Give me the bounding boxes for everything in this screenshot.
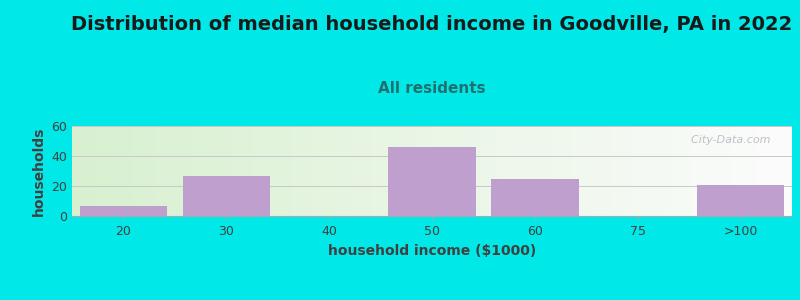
X-axis label: household income ($1000): household income ($1000) — [328, 244, 536, 258]
Bar — [491, 178, 578, 216]
Text: Distribution of median household income in Goodville, PA in 2022: Distribution of median household income … — [71, 15, 793, 34]
Bar — [697, 184, 784, 216]
Bar — [80, 206, 167, 216]
Y-axis label: households: households — [32, 126, 46, 216]
Text: All residents: All residents — [378, 81, 486, 96]
Text: City-Data.com: City-Data.com — [684, 135, 770, 145]
Bar — [182, 176, 270, 216]
Bar — [388, 147, 476, 216]
